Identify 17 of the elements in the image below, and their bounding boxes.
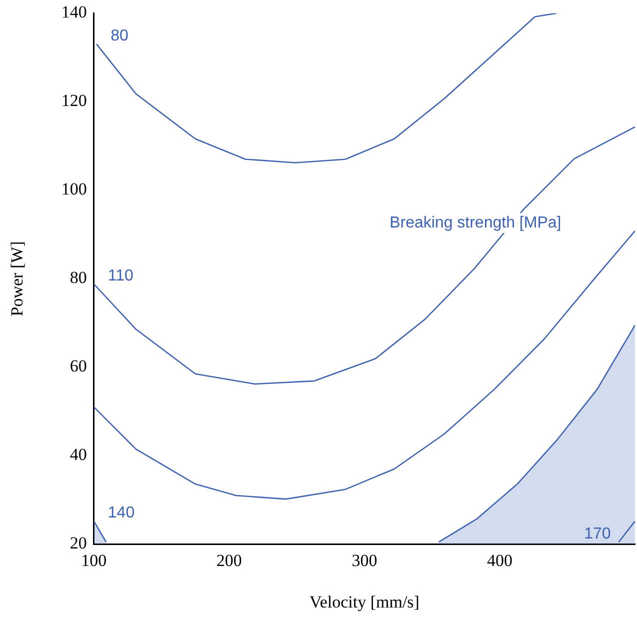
x-tick-label: 200 — [216, 550, 242, 570]
y-axis-title: Power [W] — [8, 241, 27, 316]
y-tick-label: 80 — [70, 268, 87, 288]
x-tick-label: 300 — [352, 550, 378, 570]
x-tick-label: 400 — [486, 550, 512, 570]
y-tick-label: 120 — [61, 91, 87, 110]
y-tick-label: 140 — [61, 2, 87, 22]
y-tick-label: 100 — [61, 180, 87, 199]
series-label: 110 — [108, 267, 134, 284]
series-label: 170 — [584, 525, 611, 542]
y-tick-label: 60 — [70, 356, 87, 376]
series-label: 80 — [110, 28, 129, 45]
y-tick-label: 40 — [70, 445, 87, 464]
annotation: Breaking strength [MPa] — [390, 214, 562, 232]
x-axis-title: Velocity [mm/s] — [309, 592, 420, 612]
y-tick-label: 20 — [70, 534, 87, 553]
series-label: 140 — [108, 504, 135, 522]
